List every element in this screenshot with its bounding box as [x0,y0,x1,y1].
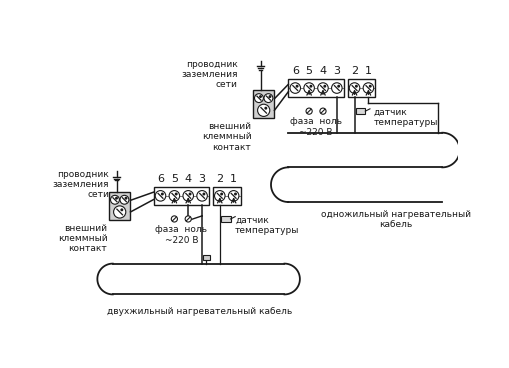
Text: датчик
температуры: датчик температуры [235,216,299,235]
Bar [252,91,274,118]
Circle shape [349,83,359,93]
Text: 2: 2 [350,67,357,77]
Circle shape [228,191,238,201]
Circle shape [355,85,356,87]
Circle shape [337,85,339,87]
Circle shape [125,198,127,199]
Circle shape [303,83,314,93]
Circle shape [185,216,191,222]
Circle shape [214,191,224,201]
Circle shape [203,193,204,195]
Text: фаза  ноль
~220 В: фаза ноль ~220 В [155,225,207,244]
Bar [347,79,375,97]
Circle shape [254,94,263,103]
Text: одножильный нагревательный
кабель: одножильный нагревательный кабель [321,210,470,229]
Circle shape [110,195,119,204]
Text: 5: 5 [305,67,312,77]
Circle shape [196,191,207,201]
Bar [203,255,210,260]
Circle shape [331,83,342,93]
Text: двухжильный нагревательный кабель: двухжильный нагревательный кабель [107,308,292,316]
Bar [153,187,209,205]
Circle shape [161,193,163,195]
Bar [212,187,240,205]
Circle shape [265,107,266,109]
Bar [288,79,343,97]
Circle shape [121,209,122,210]
Text: 1: 1 [230,174,237,184]
Circle shape [234,193,236,195]
Circle shape [183,191,193,201]
Circle shape [296,85,297,87]
Text: 1: 1 [364,67,371,77]
Circle shape [305,108,312,114]
Circle shape [155,191,165,201]
Circle shape [169,191,179,201]
Text: 2: 2 [216,174,223,184]
Circle shape [116,198,117,199]
Text: 5: 5 [171,174,178,184]
Circle shape [257,104,269,116]
Circle shape [189,193,190,195]
Circle shape [171,216,177,222]
Circle shape [362,83,373,93]
Circle shape [175,193,177,195]
Bar [109,192,130,220]
Text: внешний
клеммный
контакт: внешний клеммный контакт [202,122,251,152]
Text: 3: 3 [198,174,205,184]
Circle shape [369,85,370,87]
Text: 6: 6 [157,174,164,184]
Text: внешний
клеммный
контакт: внешний клеммный контакт [58,224,107,254]
Text: фаза  ноль
~220 В: фаза ноль ~220 В [290,117,342,137]
Text: 3: 3 [333,67,340,77]
Circle shape [309,85,311,87]
Circle shape [114,206,126,218]
Text: проводник
заземления
сети: проводник заземления сети [181,60,237,89]
Bar [355,108,364,114]
Circle shape [319,108,325,114]
Text: 4: 4 [184,174,191,184]
Circle shape [220,193,222,195]
Circle shape [264,94,272,103]
Text: проводник
заземления
сети: проводник заземления сети [52,170,109,199]
Circle shape [120,195,129,204]
Circle shape [323,85,325,87]
Circle shape [290,83,300,93]
Circle shape [259,96,261,98]
Bar [221,216,230,222]
Text: 4: 4 [319,67,326,77]
Circle shape [317,83,328,93]
Text: датчик
температуры: датчик температуры [373,108,437,127]
Circle shape [269,96,270,98]
Text: 6: 6 [291,67,298,77]
